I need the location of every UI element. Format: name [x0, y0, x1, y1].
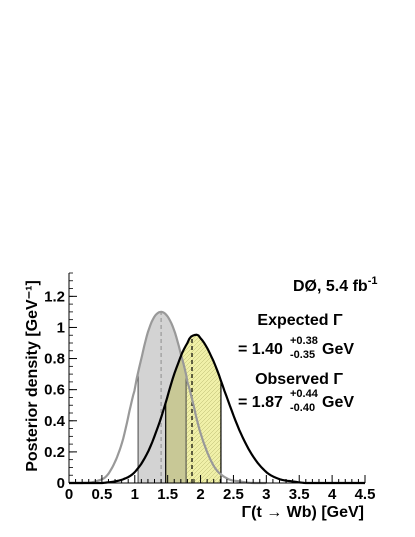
experiment-label: DØ, 5.4 fb-1: [293, 275, 377, 295]
expected-value: = 1.40: [238, 341, 283, 358]
x-tick-label: 4: [328, 486, 337, 503]
expected-minus: -0.35: [290, 349, 315, 361]
y-tick-label: 0: [57, 475, 65, 492]
x-tick-label: 3.5: [289, 486, 310, 503]
annotations: DØ, 5.4 fb-1 Expected Γ = 1.40 +0.38 -0.…: [238, 275, 377, 414]
x-tick-label: 1.5: [157, 486, 178, 503]
observed-label: Observed Γ: [255, 371, 343, 388]
y-tick-label: 1: [57, 319, 65, 336]
expected-label: Expected Γ: [257, 312, 343, 329]
y-tick-label: 0.4: [44, 413, 66, 430]
observed-minus: -0.40: [290, 402, 315, 414]
observed-unit: GeV: [322, 394, 354, 411]
observed-plus: +0.44: [290, 388, 319, 400]
axes: 0 0.5 1 1.5 2 2.5 3 3.5 4 4.5 0 0.2 0.4 0.6 0.8 1 1.2: [44, 272, 376, 503]
x-tick-label: 0.5: [91, 486, 112, 503]
x-tick-label: 1: [131, 486, 139, 503]
expected-plus: +0.38: [290, 335, 318, 347]
x-tick-label: 3: [262, 486, 270, 503]
x-tick-label: 0: [65, 486, 73, 503]
x-tick-label: 4.5: [355, 486, 376, 503]
x-tick-label: 2.5: [223, 486, 244, 503]
x-tick-label: 2: [196, 486, 204, 503]
y-tick-label: 0.2: [44, 444, 65, 461]
y-tick-label: 1.2: [44, 288, 65, 305]
observed-value: = 1.87: [238, 394, 283, 411]
y-axis-title: Posterior density [GeV⁻¹]: [24, 280, 41, 472]
expected-unit: GeV: [322, 341, 354, 358]
x-axis-title: Γ(t → Wb) [GeV]: [242, 504, 364, 521]
y-tick-label: 0.8: [44, 351, 65, 368]
y-tick-label: 0.6: [44, 382, 65, 399]
